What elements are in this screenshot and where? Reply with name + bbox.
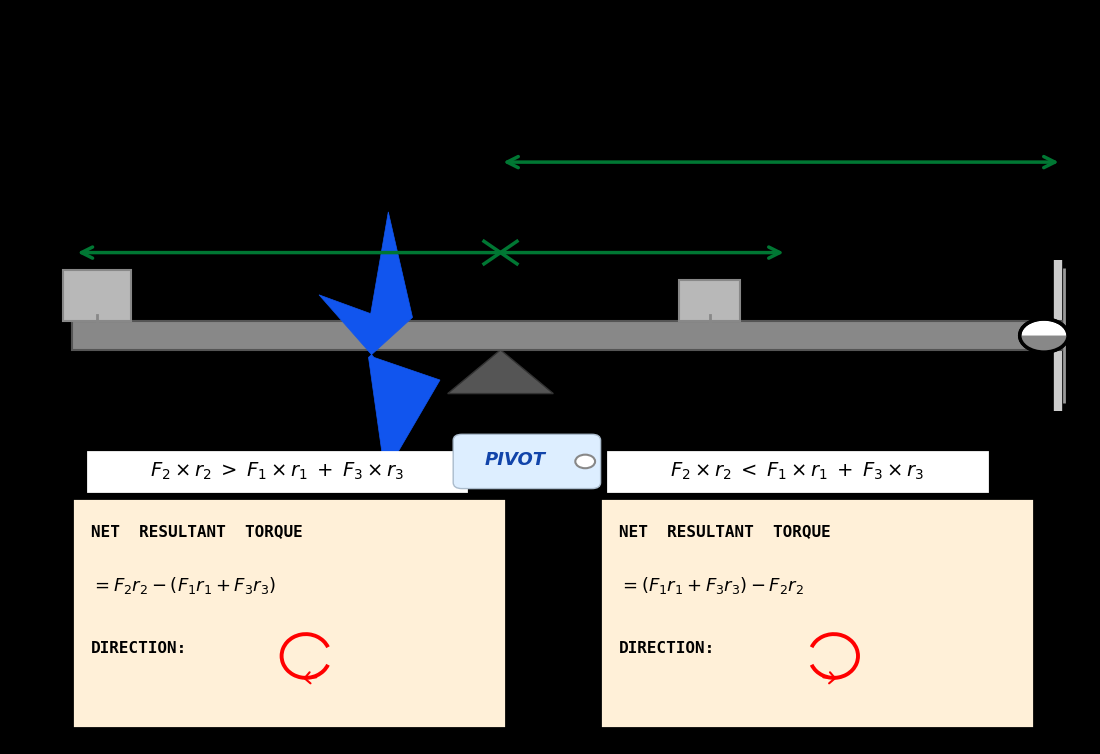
FancyBboxPatch shape bbox=[72, 498, 506, 728]
Polygon shape bbox=[319, 212, 440, 474]
Bar bbox=[63, 270, 131, 321]
Text: $= F_2r_2 - (F_1r_1 + F_3r_3)$: $= F_2r_2 - (F_1r_1 + F_3r_3)$ bbox=[91, 575, 276, 596]
FancyBboxPatch shape bbox=[88, 452, 466, 491]
FancyBboxPatch shape bbox=[608, 452, 987, 491]
Polygon shape bbox=[448, 350, 553, 394]
FancyBboxPatch shape bbox=[600, 498, 1034, 728]
Text: $F_2 \times r_2\;>\;F_1 \times r_1\;+\;F_3 \times r_3$: $F_2 \times r_2\;>\;F_1 \times r_1\;+\;F… bbox=[150, 461, 405, 482]
Wedge shape bbox=[1020, 336, 1068, 352]
Bar bbox=[680, 280, 739, 321]
Text: NET  RESULTANT  TORQUE: NET RESULTANT TORQUE bbox=[91, 524, 304, 539]
Text: NET  RESULTANT  TORQUE: NET RESULTANT TORQUE bbox=[619, 524, 832, 539]
Text: DIRECTION:: DIRECTION: bbox=[91, 641, 187, 656]
Text: PIVOT: PIVOT bbox=[484, 451, 546, 469]
Text: DIRECTION:: DIRECTION: bbox=[619, 641, 716, 656]
Text: $F_2 \times r_2\;<\;F_1 \times r_1\;+\;F_3 \times r_3$: $F_2 \times r_2\;<\;F_1 \times r_1\;+\;F… bbox=[670, 461, 925, 482]
Bar bbox=[72, 321, 1062, 350]
Circle shape bbox=[575, 455, 595, 468]
Text: $= (F_1r_1 + F_3r_3) - F_2r_2$: $= (F_1r_1 + F_3r_3) - F_2r_2$ bbox=[619, 575, 804, 596]
FancyBboxPatch shape bbox=[453, 434, 601, 489]
Circle shape bbox=[1020, 319, 1068, 352]
